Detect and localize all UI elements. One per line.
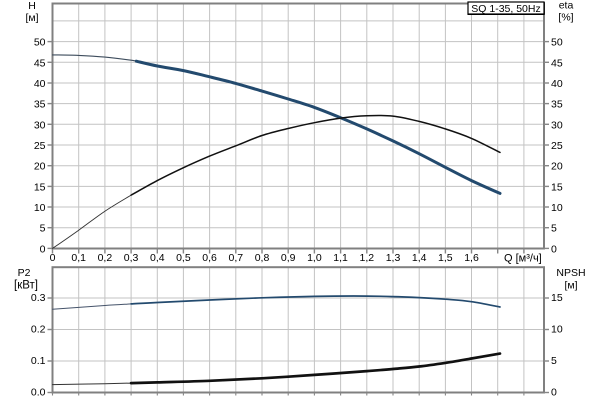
svg-text:0,3: 0,3 <box>124 252 139 264</box>
svg-text:0,4: 0,4 <box>150 252 165 264</box>
svg-text:1,5: 1,5 <box>438 252 453 264</box>
svg-text:5: 5 <box>40 223 46 235</box>
svg-text:P2: P2 <box>18 267 31 279</box>
svg-text:1,4: 1,4 <box>412 252 427 264</box>
svg-text:0: 0 <box>551 243 557 255</box>
svg-text:0,7: 0,7 <box>228 252 243 264</box>
svg-text:[м]: [м] <box>25 12 38 24</box>
svg-text:50: 50 <box>34 37 46 49</box>
svg-text:25: 25 <box>34 140 46 152</box>
svg-text:SQ 1-35, 50Hz: SQ 1-35, 50Hz <box>471 3 540 15</box>
svg-text:10: 10 <box>34 202 46 214</box>
svg-text:15: 15 <box>551 292 563 304</box>
svg-text:0.3: 0.3 <box>31 292 46 304</box>
svg-text:0,2: 0,2 <box>98 252 113 264</box>
svg-text:45: 45 <box>34 57 46 69</box>
svg-text:0.1: 0.1 <box>31 355 46 367</box>
svg-text:45: 45 <box>551 57 563 69</box>
svg-text:35: 35 <box>34 99 46 111</box>
svg-text:Q [м³/ч]: Q [м³/ч] <box>504 253 542 265</box>
svg-text:0: 0 <box>40 243 46 255</box>
svg-text:1,6: 1,6 <box>464 252 479 264</box>
svg-text:[%]: [%] <box>558 12 573 24</box>
svg-text:5: 5 <box>551 223 557 235</box>
svg-text:10: 10 <box>551 324 563 336</box>
svg-text:30: 30 <box>551 119 563 131</box>
svg-text:20: 20 <box>34 161 46 173</box>
svg-text:35: 35 <box>551 99 563 111</box>
svg-text:0.0: 0.0 <box>31 387 46 399</box>
svg-text:0,8: 0,8 <box>255 252 270 264</box>
svg-text:50: 50 <box>551 37 563 49</box>
svg-text:10: 10 <box>551 202 563 214</box>
svg-text:30: 30 <box>34 119 46 131</box>
svg-text:40: 40 <box>551 78 563 90</box>
svg-text:0.2: 0.2 <box>31 324 46 336</box>
svg-text:40: 40 <box>34 78 46 90</box>
svg-text:1,1: 1,1 <box>333 252 348 264</box>
svg-text:NPSH: NPSH <box>556 267 585 279</box>
svg-text:5: 5 <box>551 355 557 367</box>
svg-text:0: 0 <box>551 387 557 399</box>
svg-text:20: 20 <box>551 161 563 173</box>
svg-text:15: 15 <box>551 181 563 193</box>
svg-text:15: 15 <box>34 181 46 193</box>
svg-text:0,5: 0,5 <box>176 252 191 264</box>
svg-text:0,6: 0,6 <box>202 252 217 264</box>
svg-text:[кВт]: [кВт] <box>14 280 38 292</box>
svg-text:25: 25 <box>551 140 563 152</box>
svg-text:0,1: 0,1 <box>71 252 86 264</box>
svg-text:0: 0 <box>50 252 56 264</box>
svg-text:H: H <box>28 0 36 12</box>
svg-text:0,9: 0,9 <box>281 252 296 264</box>
svg-text:1,2: 1,2 <box>359 252 374 264</box>
svg-text:eta: eta <box>559 0 574 12</box>
svg-text:1,0: 1,0 <box>307 252 322 264</box>
svg-text:[м]: [м] <box>564 280 577 292</box>
svg-text:1,3: 1,3 <box>386 252 401 264</box>
